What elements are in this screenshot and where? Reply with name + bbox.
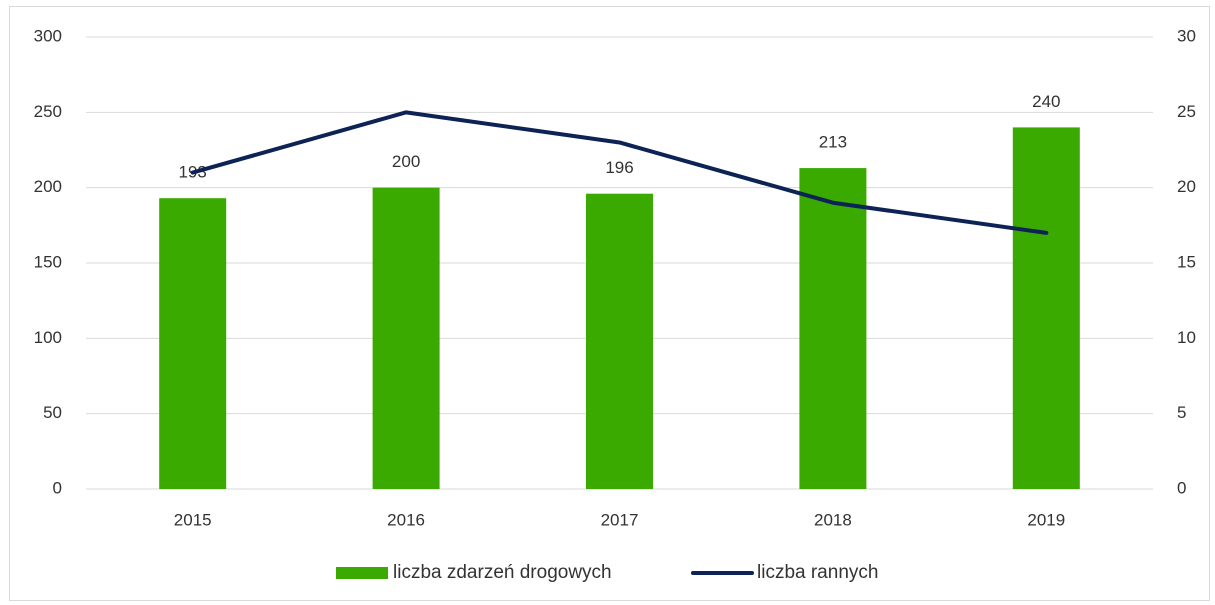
y-tick-label: 50 xyxy=(43,403,62,422)
y-tick-label: 150 xyxy=(34,252,62,271)
y-tick-label: 300 xyxy=(34,26,62,45)
chart-border xyxy=(9,6,1210,601)
bar xyxy=(799,168,867,489)
y-tick-label: 200 xyxy=(34,177,62,196)
data-label: 196 xyxy=(605,158,633,177)
y2-tick-label: 20 xyxy=(1177,177,1196,196)
y2-tick-label: 30 xyxy=(1177,26,1196,45)
legend-label: liczba rannych xyxy=(757,562,878,583)
y2-tick-label: 10 xyxy=(1177,328,1196,347)
line xyxy=(190,110,1049,235)
bar xyxy=(372,187,440,489)
y-tick-label: 100 xyxy=(34,328,62,347)
bar xyxy=(586,193,653,489)
data-label: 213 xyxy=(819,133,847,152)
legend-label: liczba zdarzeń drogowych xyxy=(393,562,612,583)
y2-tick-label: 5 xyxy=(1177,403,1186,422)
x-tick-label: 2017 xyxy=(601,510,639,529)
y-tick-label: 250 xyxy=(34,102,62,121)
data-label: 200 xyxy=(392,152,420,171)
data-label: 240 xyxy=(1032,92,1060,111)
y2-tick-label: 15 xyxy=(1177,252,1196,271)
bar xyxy=(159,198,227,490)
bar xyxy=(1012,127,1080,490)
x-tick-label: 2015 xyxy=(174,510,212,529)
y-tick-label: 0 xyxy=(53,478,62,497)
x-tick-label: 2018 xyxy=(814,510,852,529)
y2-tick-label: 0 xyxy=(1177,478,1186,497)
y2-tick-label: 25 xyxy=(1177,102,1196,121)
legend-swatch xyxy=(336,567,388,579)
x-tick-label: 2019 xyxy=(1027,510,1065,529)
x-tick-label: 2016 xyxy=(387,510,425,529)
